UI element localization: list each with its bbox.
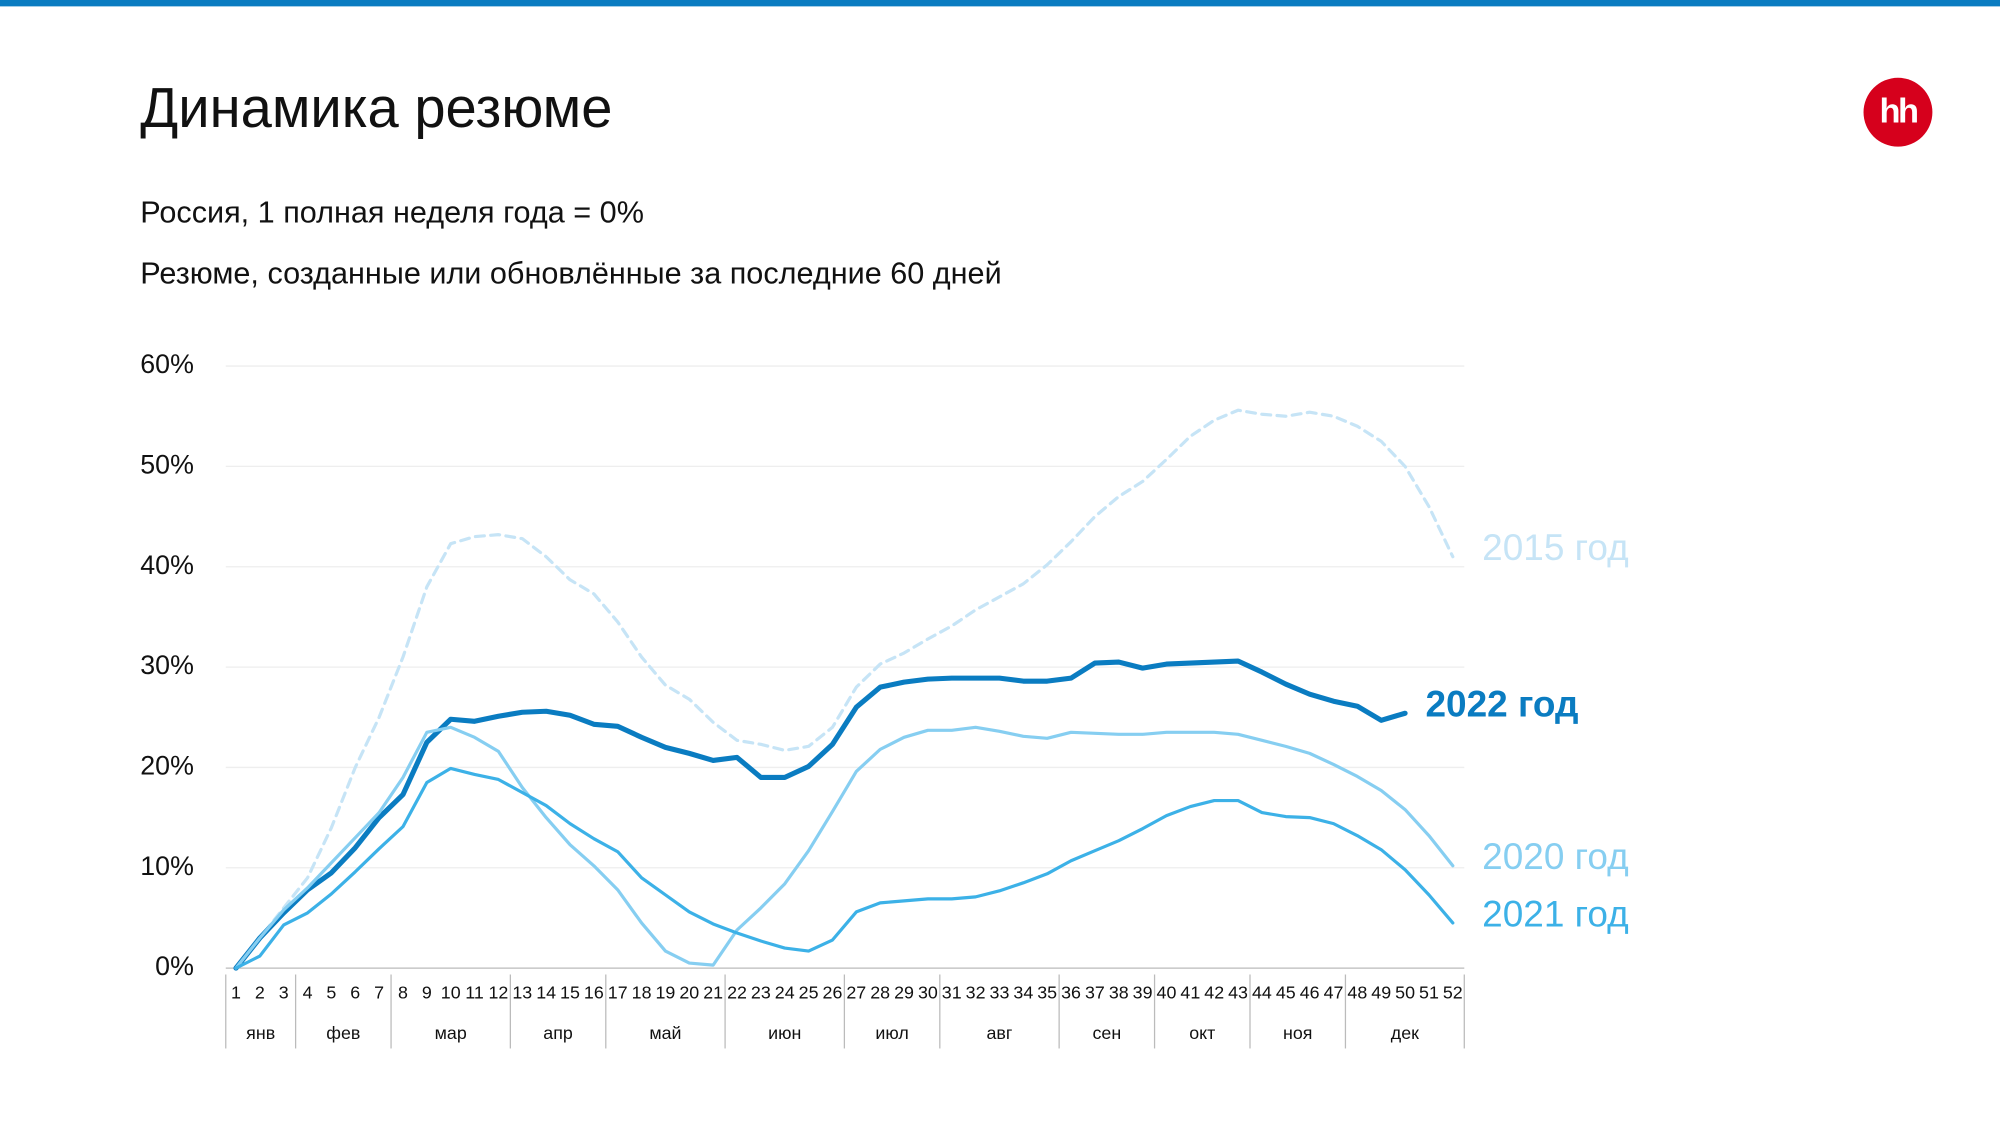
x-tick-label: 14 [536,982,556,1002]
series-line [233,658,1408,971]
x-tick-label: 13 [512,982,532,1002]
logo [1863,77,1933,147]
x-tick-label: 7 [374,982,384,1002]
x-tick-label: 23 [751,982,771,1002]
x-tick-label: 27 [846,982,866,1002]
x-tick-label: 18 [632,982,652,1002]
series-line [234,766,1455,970]
y-tick-label: 40% [140,550,194,580]
chart-subtitle: Резюме, созданные или обновлённые за пос… [140,257,1001,291]
x-tick-label: 24 [775,982,795,1002]
series-line [234,725,1455,970]
logo-text: hh [1879,93,1916,131]
x-tick-label: 10 [441,982,461,1002]
chart-subtitle: Россия, 1 полная неделя года = 0% [140,195,644,229]
x-tick-label: 21 [703,982,723,1002]
chart-title: Динамика резюме [140,76,612,139]
y-tick-label: 0% [155,951,194,981]
month-label: сен [1092,1023,1121,1043]
x-tick-label: 40 [1157,982,1177,1002]
y-tick-label: 20% [140,751,194,781]
x-tick-label: 19 [656,982,676,1002]
y-tick-label: 10% [140,851,194,881]
x-tick-label: 50 [1395,982,1415,1002]
x-tick-label: 32 [966,982,986,1002]
x-tick-label: 44 [1252,982,1272,1002]
month-label: мар [435,1023,467,1043]
x-tick-label: 6 [350,982,360,1002]
x-tick-label: 1 [231,982,241,1002]
month-label: дек [1391,1023,1419,1043]
y-tick-label: 50% [140,449,194,479]
series-line [234,408,1455,970]
month-label: ноя [1283,1023,1312,1043]
series-label: 2021 год [1482,893,1629,934]
x-tick-label: 34 [1013,982,1033,1002]
x-tick-label: 38 [1109,982,1129,1002]
y-tick-label: 60% [140,349,194,379]
x-tick-label: 52 [1443,982,1463,1002]
x-tick-label: 30 [918,982,938,1002]
x-tick-label: 20 [679,982,699,1002]
month-label: авг [987,1023,1013,1043]
x-tick-label: 15 [560,982,580,1002]
x-tick-label: 5 [326,982,336,1002]
x-tick-label: 35 [1037,982,1057,1002]
x-tick-label: 3 [279,982,289,1002]
x-tick-label: 51 [1419,982,1439,1002]
x-tick-label: 22 [727,982,747,1002]
series-label: 2015 год [1482,527,1629,568]
x-tick-label: 9 [422,982,432,1002]
x-tick-label: 26 [823,982,843,1002]
x-tick-label: 4 [303,982,313,1002]
month-label: июл [875,1023,908,1043]
x-tick-label: 33 [990,982,1010,1002]
month-label: апр [543,1023,573,1043]
x-tick-label: 17 [608,982,628,1002]
top-bar [0,0,2000,7]
x-tick-label: 31 [942,982,962,1002]
x-tick-label: 37 [1085,982,1105,1002]
x-tick-label: 43 [1228,982,1248,1002]
x-tick-label: 49 [1371,982,1391,1002]
y-tick-label: 30% [140,650,194,680]
x-tick-label: 36 [1061,982,1081,1002]
month-label: май [649,1023,681,1043]
x-tick-label: 45 [1276,982,1296,1002]
x-tick-label: 47 [1324,982,1344,1002]
month-label: фев [326,1023,360,1043]
month-label: июн [768,1023,801,1043]
x-tick-label: 2 [255,982,265,1002]
x-tick-label: 8 [398,982,408,1002]
x-tick-label: 16 [584,982,604,1002]
month-label: янв [246,1023,275,1043]
x-tick-label: 46 [1300,982,1320,1002]
x-tick-label: 48 [1347,982,1367,1002]
x-tick-label: 28 [870,982,890,1002]
series-label: 2022 год [1425,684,1578,725]
x-tick-label: 39 [1133,982,1153,1002]
x-tick-label: 41 [1180,982,1200,1002]
month-label: окт [1189,1023,1215,1043]
x-tick-label: 25 [799,982,819,1002]
x-tick-label: 29 [894,982,914,1002]
series-label: 2020 год [1482,836,1629,877]
x-tick-label: 11 [465,982,484,1002]
x-tick-label: 42 [1204,982,1224,1002]
x-tick-label: 12 [488,982,508,1002]
